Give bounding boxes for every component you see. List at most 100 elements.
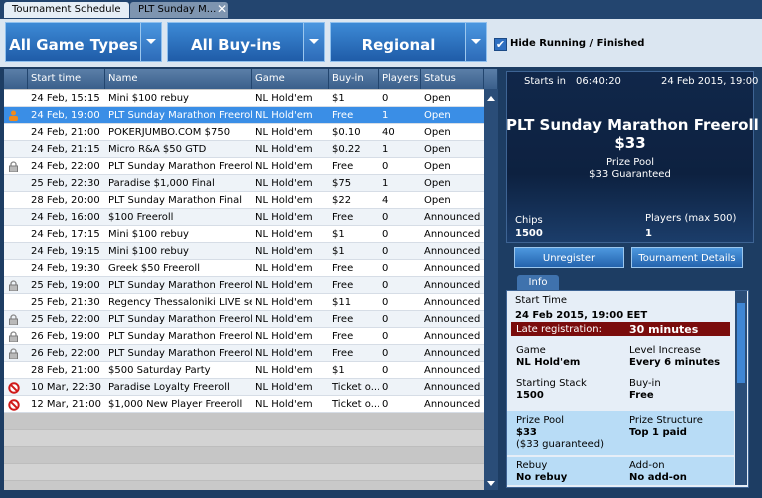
tab[interactable]: Tournament Schedule bbox=[4, 2, 129, 18]
table-cell: 24 Feb, 19:30 bbox=[31, 263, 100, 274]
info-value: NL Hold'em bbox=[516, 357, 581, 368]
table-cell: 1 bbox=[382, 178, 389, 189]
info-label: Start Time bbox=[515, 295, 568, 306]
table-cell: PLT Sunday Marathon Freeroll bbox=[108, 110, 252, 121]
table-cell: Announced bbox=[424, 331, 481, 342]
table-cell: Open bbox=[424, 93, 451, 104]
table-row[interactable] bbox=[4, 107, 484, 124]
table-row[interactable] bbox=[4, 192, 484, 209]
button[interactable]: Unregister bbox=[514, 247, 624, 268]
header-cell[interactable]: Start time bbox=[28, 69, 105, 89]
info-band bbox=[507, 457, 734, 485]
table-row[interactable] bbox=[4, 243, 484, 260]
table-row[interactable] bbox=[4, 294, 484, 311]
table-cell: 1 bbox=[382, 144, 389, 155]
header-cell[interactable]: Buy-in bbox=[329, 69, 379, 89]
checkbox-label[interactable]: Hide Running / Finished bbox=[510, 38, 645, 49]
table-row[interactable] bbox=[4, 345, 484, 362]
header-cell[interactable]: Status bbox=[421, 69, 484, 89]
row-icon bbox=[8, 331, 19, 343]
table-cell: $11 bbox=[332, 297, 352, 308]
table-cell: PLT Sunday Marathon Freeroll bbox=[108, 161, 252, 172]
header-cell bbox=[484, 69, 498, 89]
table-cell: PLT Sunday Marathon Final bbox=[108, 195, 243, 206]
table-cell: Ticket o... bbox=[332, 382, 379, 393]
row-icon bbox=[8, 161, 19, 173]
scroll-up[interactable] bbox=[487, 92, 495, 101]
table-cell: $1 bbox=[332, 93, 345, 104]
chips: 1500 bbox=[515, 228, 543, 239]
header-cell[interactable]: Game bbox=[252, 69, 329, 89]
info-value: Free bbox=[629, 390, 654, 401]
table-cell: $0.10 bbox=[332, 127, 361, 138]
table-row[interactable] bbox=[4, 379, 484, 396]
table-cell: Free bbox=[332, 263, 354, 274]
info-value: 24 Feb 2015, 19:00 EET bbox=[515, 310, 648, 321]
info-label: Rebuy bbox=[516, 460, 548, 471]
players: 1 bbox=[645, 228, 652, 239]
table-row[interactable] bbox=[4, 209, 484, 226]
info-label: Prize Pool bbox=[516, 415, 565, 426]
info-label: Buy-in bbox=[629, 378, 661, 389]
table-cell: 0 bbox=[382, 382, 389, 393]
info-value: No rebuy bbox=[516, 472, 568, 483]
table-cell: NL Hold'em bbox=[255, 365, 313, 376]
info-scroll-thumb[interactable] bbox=[737, 303, 745, 383]
dropdown[interactable]: Regional bbox=[330, 22, 487, 62]
table-row[interactable] bbox=[4, 328, 484, 345]
table-cell: 0 bbox=[382, 229, 389, 240]
table-cell: 25 Feb, 22:00 bbox=[31, 314, 100, 325]
info-value: Every 6 minutes bbox=[629, 357, 721, 368]
table-cell: PLT Sunday Marathon Freeroll bbox=[108, 331, 252, 342]
table-cell: Announced bbox=[424, 365, 481, 376]
start-date: 24 Feb 2015, 19:00 bbox=[661, 76, 759, 87]
table-cell: 26 Feb, 22:00 bbox=[31, 348, 100, 359]
row-icon bbox=[8, 348, 19, 360]
header-cell[interactable]: Name bbox=[105, 69, 252, 89]
table-row[interactable] bbox=[4, 124, 484, 141]
table-row[interactable] bbox=[4, 396, 484, 413]
table-cell: 0 bbox=[382, 348, 389, 359]
header-cell[interactable]: Players bbox=[379, 69, 421, 89]
late-reg-bar bbox=[511, 322, 730, 336]
table-row[interactable] bbox=[4, 175, 484, 192]
button[interactable]: Tournament Details bbox=[631, 247, 743, 268]
tab[interactable]: PLT Sunday M... bbox=[130, 2, 228, 18]
table-cell: $1 bbox=[332, 365, 345, 376]
table-row[interactable] bbox=[4, 277, 484, 294]
table-cell: NL Hold'em bbox=[255, 382, 313, 393]
table-cell: Open bbox=[424, 110, 451, 121]
table-row[interactable] bbox=[4, 90, 484, 107]
table-cell: Free bbox=[332, 161, 354, 172]
scroll-down[interactable] bbox=[487, 481, 495, 490]
dropdown[interactable]: All Buy-ins bbox=[167, 22, 325, 62]
summary-panel bbox=[506, 71, 754, 243]
table-cell: Announced bbox=[424, 348, 481, 359]
dropdown-arrow bbox=[465, 23, 486, 61]
table-row[interactable] bbox=[4, 260, 484, 277]
table-cell: Greek $50 Freeroll bbox=[108, 263, 200, 274]
table-cell: Open bbox=[424, 144, 451, 155]
table-row[interactable] bbox=[4, 226, 484, 243]
table-cell: 25 Feb, 22:30 bbox=[31, 178, 100, 189]
table-cell: 0 bbox=[382, 161, 389, 172]
table-row[interactable] bbox=[4, 141, 484, 158]
row-icon bbox=[8, 280, 19, 292]
lock-icon bbox=[9, 331, 18, 343]
row-icon bbox=[8, 382, 20, 394]
tab-close[interactable]: ✕ bbox=[217, 2, 228, 16]
checkbox[interactable]: ✔ bbox=[494, 38, 507, 51]
info-tab[interactable]: Info bbox=[517, 275, 559, 291]
table-cell: Announced bbox=[424, 297, 481, 308]
table-cell: Paradise $1,000 Final bbox=[108, 178, 215, 189]
info-value: No add-on bbox=[629, 472, 687, 483]
dropdown[interactable]: All Game Types bbox=[5, 22, 162, 62]
table-cell: Announced bbox=[424, 229, 481, 240]
table-cell: NL Hold'em bbox=[255, 93, 313, 104]
table-row[interactable] bbox=[4, 362, 484, 379]
blocked-icon bbox=[8, 399, 20, 411]
table-row[interactable] bbox=[4, 311, 484, 328]
prize-amount: $33 bbox=[614, 134, 646, 152]
table-row[interactable] bbox=[4, 158, 484, 175]
